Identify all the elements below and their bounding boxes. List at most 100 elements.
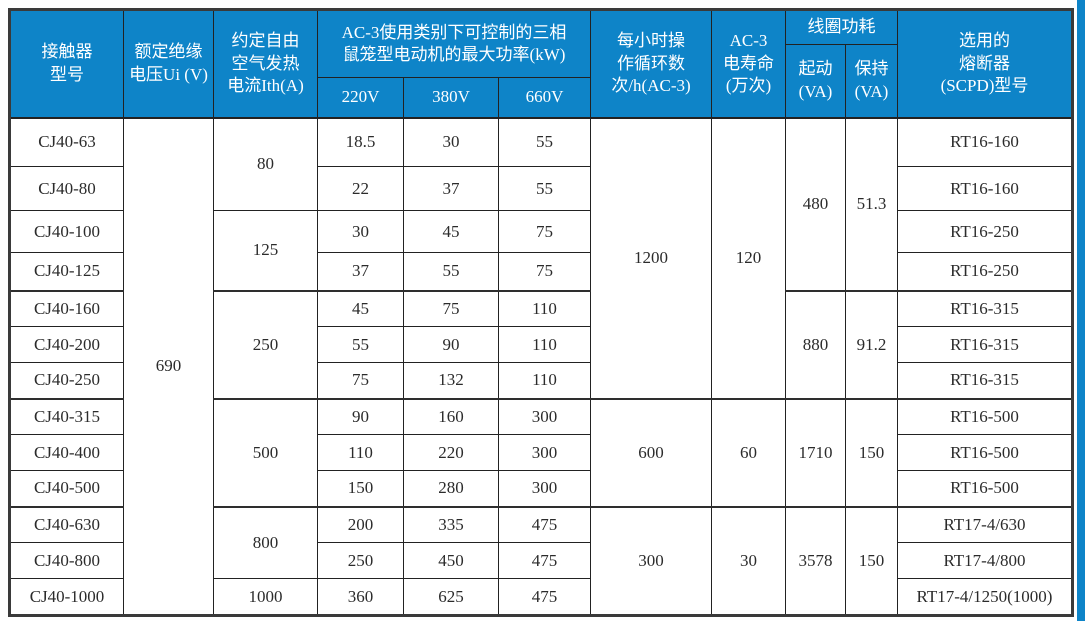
power-220v-cell: 75 xyxy=(317,362,404,399)
table-row: CJ40-80 22 37 55 RT16-160 xyxy=(9,166,1073,211)
power-660v-cell: 55 xyxy=(498,116,591,167)
coil-hold-cell: 91.2 xyxy=(845,289,898,399)
table-row: CJ40-630 800 200 335 475 300 30 3578 150… xyxy=(9,505,1073,616)
fuse-cell: RT16-250 xyxy=(897,210,1073,253)
electrical-life-cell: 60 xyxy=(711,397,786,507)
fuse-cell: RT17-4/800 xyxy=(897,542,1073,579)
thermal-current-cell: 125 xyxy=(213,210,318,291)
cycles-cell: 600 xyxy=(590,397,712,507)
power-220v-cell: 150 xyxy=(317,470,404,507)
fuse-cell: RT17-4/1250(1000) xyxy=(897,578,1073,616)
coil-start-cell: 480 xyxy=(785,116,846,291)
power-220v-cell: 250 xyxy=(317,542,404,579)
power-660v-cell: 110 xyxy=(498,289,591,327)
model-cell: CJ40-800 xyxy=(9,542,124,579)
power-660v-cell: 300 xyxy=(498,434,591,471)
power-380v-cell: 45 xyxy=(403,210,499,253)
power-380v-cell: 450 xyxy=(403,542,499,579)
table-row: CJ40-100 125 30 45 75 RT16-250 xyxy=(9,210,1073,291)
thermal-current-cell: 1000 xyxy=(213,578,318,616)
fuse-cell: RT16-500 xyxy=(897,397,1073,435)
fuse-cell: RT16-500 xyxy=(897,470,1073,507)
table-row: CJ40-160 250 45 75 110 880 91.2 RT16-315 xyxy=(9,289,1073,399)
power-380v-cell: 160 xyxy=(403,397,499,435)
header-fuse-type: 选用的 熔断器 (SCPD)型号 xyxy=(897,9,1073,118)
insulation-voltage-cell: 690 xyxy=(123,116,214,616)
model-cell: CJ40-80 xyxy=(9,166,124,211)
contactor-spec-table: 接触器 型号 额定绝缘 电压Ui (V) 约定自由 空气发热 电流Ith(A) … xyxy=(8,8,1074,617)
thermal-current-cell: 250 xyxy=(213,289,318,399)
power-220v-cell: 30 xyxy=(317,210,404,253)
model-cell: CJ40-500 xyxy=(9,470,124,507)
power-380v-cell: 30 xyxy=(403,116,499,167)
power-220v-cell: 22 xyxy=(317,166,404,211)
coil-hold-cell: 51.3 xyxy=(845,116,898,291)
power-220v-cell: 37 xyxy=(317,252,404,291)
table-row: CJ40-63 690 80 18.5 30 55 1200 120 480 5… xyxy=(9,116,1073,616)
header-coil-hold-va: 保持 (VA) xyxy=(845,44,898,118)
table-row: CJ40-500 150 280 300 RT16-500 xyxy=(9,470,1073,507)
coil-hold-cell: 150 xyxy=(845,505,898,616)
power-660v-cell: 55 xyxy=(498,166,591,211)
coil-start-cell: 880 xyxy=(785,289,846,399)
model-cell: CJ40-160 xyxy=(9,289,124,327)
fuse-cell: RT16-250 xyxy=(897,252,1073,291)
header-ac3-max-motor-power: AC-3使用类别下可控制的三相 鼠笼型电动机的最大功率(kW) xyxy=(317,9,591,78)
power-220v-cell: 200 xyxy=(317,505,404,543)
header-coil-start-va: 起动 (VA) xyxy=(785,44,846,118)
right-blue-band xyxy=(1077,0,1085,621)
coil-start-cell: 3578 xyxy=(785,505,846,616)
header-contactor-model: 接触器 型号 xyxy=(9,9,124,118)
power-660v-cell: 110 xyxy=(498,362,591,399)
fuse-cell: RT16-315 xyxy=(897,362,1073,399)
power-220v-cell: 18.5 xyxy=(317,116,404,167)
power-380v-cell: 625 xyxy=(403,578,499,616)
header-rated-insulation-voltage: 额定绝缘 电压Ui (V) xyxy=(123,9,214,118)
fuse-cell: RT16-500 xyxy=(897,434,1073,471)
power-220v-cell: 55 xyxy=(317,326,404,363)
table-row: CJ40-200 55 90 110 RT16-315 xyxy=(9,326,1073,363)
electrical-life-cell: 120 xyxy=(711,116,786,399)
power-660v-cell: 110 xyxy=(498,326,591,363)
header-operating-cycles-per-hour: 每小时操 作循环数 次/h(AC-3) xyxy=(590,9,712,118)
fuse-cell: RT17-4/630 xyxy=(897,505,1073,543)
power-380v-cell: 75 xyxy=(403,289,499,327)
power-380v-cell: 220 xyxy=(403,434,499,471)
header-ac3-electrical-life: AC-3 电寿命 (万次) xyxy=(711,9,786,118)
power-660v-cell: 300 xyxy=(498,470,591,507)
header-coil-power: 线圈功耗 xyxy=(785,9,898,45)
power-380v-cell: 280 xyxy=(403,470,499,507)
model-cell: CJ40-315 xyxy=(9,397,124,435)
table-row: CJ40-400 110 220 300 RT16-500 xyxy=(9,434,1073,471)
power-380v-cell: 55 xyxy=(403,252,499,291)
table-row: CJ40-1000 1000 360 625 475 RT17-4/1250(1… xyxy=(9,578,1073,616)
header-conventional-thermal-current: 约定自由 空气发热 电流Ith(A) xyxy=(213,9,318,118)
fuse-cell: RT16-315 xyxy=(897,326,1073,363)
power-380v-cell: 132 xyxy=(403,362,499,399)
electrical-life-cell: 30 xyxy=(711,505,786,616)
power-380v-cell: 37 xyxy=(403,166,499,211)
power-660v-cell: 475 xyxy=(498,505,591,543)
model-cell: CJ40-200 xyxy=(9,326,124,363)
table-row: CJ40-315 500 90 160 300 600 60 1710 150 … xyxy=(9,397,1073,507)
power-660v-cell: 75 xyxy=(498,252,591,291)
power-660v-cell: 475 xyxy=(498,542,591,579)
header-220v: 220V xyxy=(317,77,404,118)
table-row: CJ40-125 37 55 75 RT16-250 xyxy=(9,252,1073,291)
model-cell: CJ40-125 xyxy=(9,252,124,291)
thermal-current-cell: 80 xyxy=(213,116,318,211)
model-cell: CJ40-100 xyxy=(9,210,124,253)
table-row: CJ40-250 75 132 110 RT16-315 xyxy=(9,362,1073,399)
power-220v-cell: 90 xyxy=(317,397,404,435)
power-220v-cell: 110 xyxy=(317,434,404,471)
header-380v: 380V xyxy=(403,77,499,118)
cycles-cell: 300 xyxy=(590,505,712,616)
power-660v-cell: 300 xyxy=(498,397,591,435)
power-380v-cell: 90 xyxy=(403,326,499,363)
coil-start-cell: 1710 xyxy=(785,397,846,507)
model-cell: CJ40-63 xyxy=(9,116,124,167)
model-cell: CJ40-630 xyxy=(9,505,124,543)
coil-hold-cell: 150 xyxy=(845,397,898,507)
cycles-cell: 1200 xyxy=(590,116,712,399)
